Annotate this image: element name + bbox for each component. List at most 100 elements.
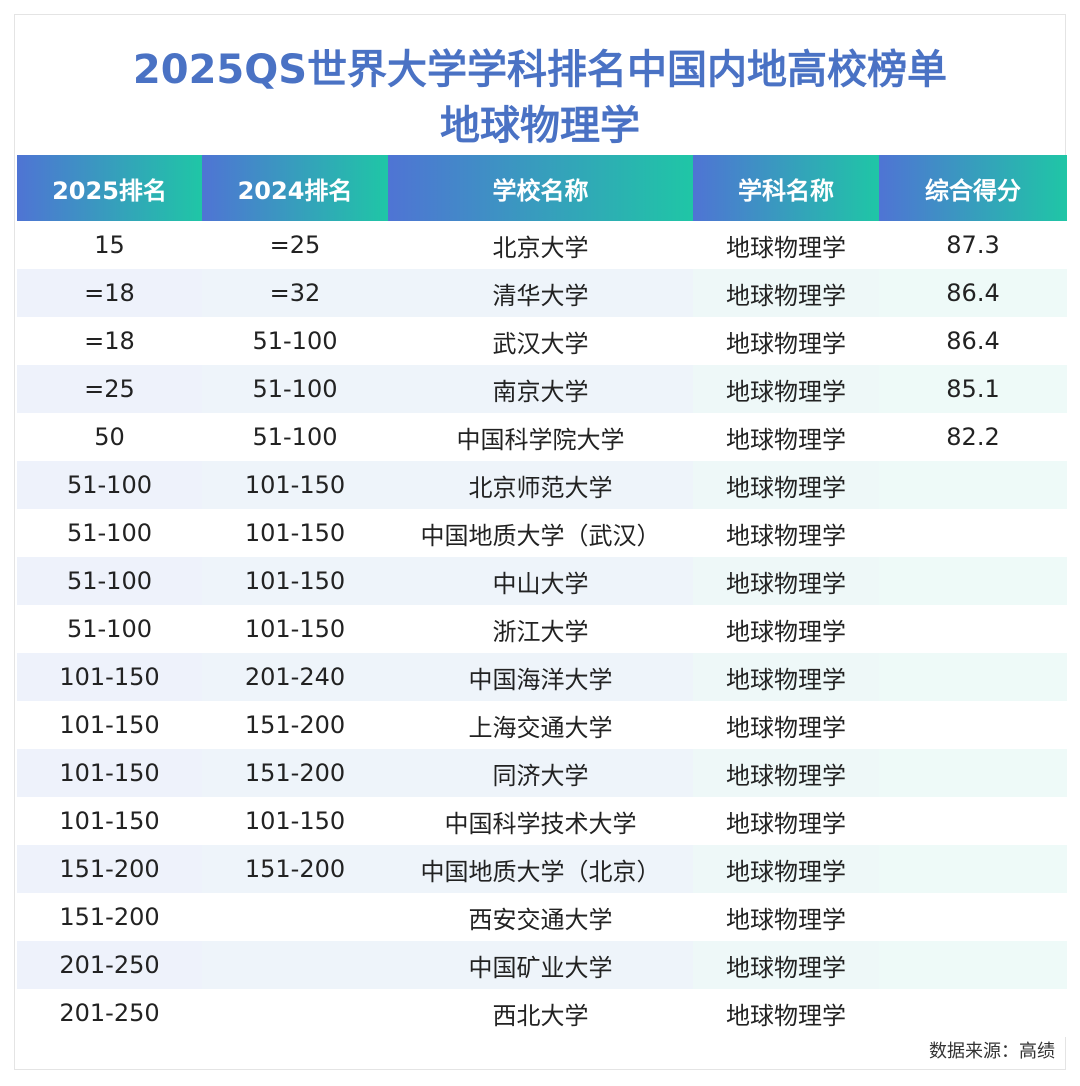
rank-2025-cell: 15 — [17, 221, 202, 269]
subject-name-cell: 地球物理学 — [693, 509, 879, 557]
table-row: 101-150 101-150 中国科学技术大学 地球物理学 — [17, 797, 1067, 845]
rank-2024-cell — [202, 893, 388, 941]
school-name-cell: 南京大学 — [388, 365, 693, 413]
data-source-note: 数据来源：高绩 — [929, 1041, 1055, 1062]
table-row: 101-150 201-240 中国海洋大学 地球物理学 — [17, 653, 1067, 701]
rank-2024-cell — [202, 941, 388, 989]
table-row: =18 51-100 武汉大学 地球物理学 86.4 — [17, 317, 1067, 365]
score-cell — [879, 893, 1067, 941]
table-body: 15 =25 北京大学 地球物理学 87.3 =18 =32 清华大学 地球物理学 86.4 =18… — [17, 221, 1067, 1037]
rank-2025-cell: 101-150 — [17, 797, 202, 845]
rank-2025-cell: =18 — [17, 269, 202, 317]
rank-2024-cell: 151-200 — [202, 701, 388, 749]
rank-2025-cell: 151-200 — [17, 893, 202, 941]
score-cell — [879, 605, 1067, 653]
header-rank-2025: 2025排名 — [17, 155, 202, 221]
school-name-cell: 西安交通大学 — [388, 893, 693, 941]
rank-2025-cell: 151-200 — [17, 845, 202, 893]
school-name-cell: 西北大学 — [388, 989, 693, 1037]
ranking-card: 矿业界 2025QS世界大学学科排名中国内地高校榜单 地球物理学 2025排名 … — [14, 14, 1067, 1070]
score-cell: 85.1 — [879, 365, 1067, 413]
subject-name-cell: 地球物理学 — [693, 989, 879, 1037]
header-rank-2024: 2024排名 — [202, 155, 388, 221]
page-subtitle: 地球物理学 — [440, 103, 640, 149]
subject-name-cell: 地球物理学 — [693, 221, 879, 269]
score-cell — [879, 797, 1067, 845]
rank-2024-cell: 51-100 — [202, 365, 388, 413]
rank-2025-cell: 101-150 — [17, 653, 202, 701]
rank-2025-cell: 201-250 — [17, 989, 202, 1037]
ranking-table: 2025排名 2024排名 学校名称 学科名称 综合得分 15 =25 北京大学 地球… — [17, 155, 1067, 1037]
table-row: 51-100 101-150 中国地质大学（武汉） 地球物理学 — [17, 509, 1067, 557]
rank-2024-cell: 101-150 — [202, 509, 388, 557]
school-name-cell: 武汉大学 — [388, 317, 693, 365]
school-name-cell: 中国地质大学（北京） — [388, 845, 693, 893]
header-school-name: 学校名称 — [388, 155, 693, 221]
table-row: 201-250 中国矿业大学 地球物理学 — [17, 941, 1067, 989]
rank-2025-cell: =18 — [17, 317, 202, 365]
rank-2025-cell: 101-150 — [17, 701, 202, 749]
rank-2025-cell: =25 — [17, 365, 202, 413]
table-row: 151-200 151-200 中国地质大学（北京） 地球物理学 — [17, 845, 1067, 893]
subject-name-cell: 地球物理学 — [693, 749, 879, 797]
rank-2024-cell: 101-150 — [202, 461, 388, 509]
score-cell — [879, 509, 1067, 557]
subject-name-cell: 地球物理学 — [693, 653, 879, 701]
subject-name-cell: 地球物理学 — [693, 701, 879, 749]
rank-2024-cell: 51-100 — [202, 413, 388, 461]
school-name-cell: 中国海洋大学 — [388, 653, 693, 701]
rank-2024-cell: 101-150 — [202, 557, 388, 605]
page-title: 2025QS世界大学学科排名中国内地高校榜单 — [132, 47, 948, 93]
score-cell — [879, 461, 1067, 509]
score-cell — [879, 701, 1067, 749]
rank-2024-cell: 51-100 — [202, 317, 388, 365]
rank-2024-cell: =25 — [202, 221, 388, 269]
school-name-cell: 北京师范大学 — [388, 461, 693, 509]
school-name-cell: 中山大学 — [388, 557, 693, 605]
rank-2025-cell: 101-150 — [17, 749, 202, 797]
school-name-cell: 中国科学院大学 — [388, 413, 693, 461]
table-row: 15 =25 北京大学 地球物理学 87.3 — [17, 221, 1067, 269]
subject-name-cell: 地球物理学 — [693, 797, 879, 845]
subject-name-cell: 地球物理学 — [693, 893, 879, 941]
rank-2024-cell: 151-200 — [202, 845, 388, 893]
score-cell — [879, 557, 1067, 605]
school-name-cell: 中国科学技术大学 — [388, 797, 693, 845]
table-row: 51-100 101-150 浙江大学 地球物理学 — [17, 605, 1067, 653]
rank-2024-cell: 101-150 — [202, 797, 388, 845]
score-cell — [879, 845, 1067, 893]
table-header-row: 2025排名 2024排名 学校名称 学科名称 综合得分 — [17, 155, 1067, 221]
header-subject-name: 学科名称 — [693, 155, 879, 221]
rank-2024-cell: 101-150 — [202, 605, 388, 653]
rank-2024-cell: =32 — [202, 269, 388, 317]
table-row: 51-100 101-150 中山大学 地球物理学 — [17, 557, 1067, 605]
subject-name-cell: 地球物理学 — [693, 557, 879, 605]
school-name-cell: 上海交通大学 — [388, 701, 693, 749]
table-row: 151-200 西安交通大学 地球物理学 — [17, 893, 1067, 941]
rank-2025-cell: 51-100 — [17, 605, 202, 653]
score-cell — [879, 653, 1067, 701]
table-row: 50 51-100 中国科学院大学 地球物理学 82.2 — [17, 413, 1067, 461]
rank-2025-cell: 51-100 — [17, 509, 202, 557]
subject-name-cell: 地球物理学 — [693, 269, 879, 317]
school-name-cell: 同济大学 — [388, 749, 693, 797]
table-row: =18 =32 清华大学 地球物理学 86.4 — [17, 269, 1067, 317]
school-name-cell: 中国地质大学（武汉） — [388, 509, 693, 557]
title-area: 2025QS世界大学学科排名中国内地高校榜单 地球物理学 — [15, 15, 1065, 155]
rank-2025-cell: 51-100 — [17, 461, 202, 509]
header-overall-score: 综合得分 — [879, 155, 1067, 221]
subject-name-cell: 地球物理学 — [693, 413, 879, 461]
table-row: 101-150 151-200 上海交通大学 地球物理学 — [17, 701, 1067, 749]
score-cell — [879, 749, 1067, 797]
table-row: 201-250 西北大学 地球物理学 — [17, 989, 1067, 1037]
score-cell — [879, 989, 1067, 1037]
table-row: 101-150 151-200 同济大学 地球物理学 — [17, 749, 1067, 797]
subject-name-cell: 地球物理学 — [693, 605, 879, 653]
rank-2025-cell: 51-100 — [17, 557, 202, 605]
subject-name-cell: 地球物理学 — [693, 461, 879, 509]
subject-name-cell: 地球物理学 — [693, 365, 879, 413]
table-row: =25 51-100 南京大学 地球物理学 85.1 — [17, 365, 1067, 413]
subject-name-cell: 地球物理学 — [693, 317, 879, 365]
rank-2024-cell — [202, 989, 388, 1037]
score-cell: 82.2 — [879, 413, 1067, 461]
